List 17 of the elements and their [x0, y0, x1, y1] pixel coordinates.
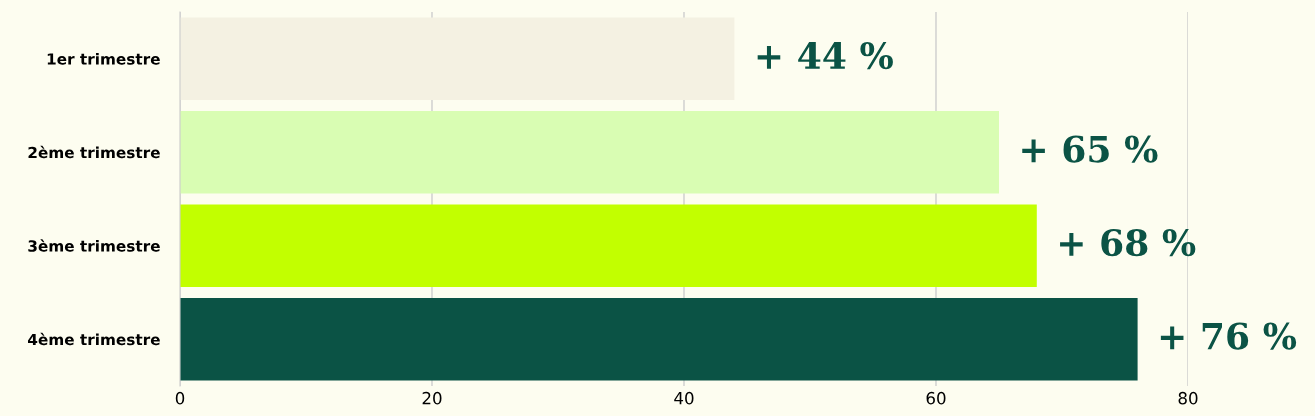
data-label: + 65 % — [1022, 135, 1158, 163]
y-tick-label: 3ème trimestre — [28, 239, 160, 252]
x-tick-label: 40 — [674, 391, 694, 405]
data-label: + 68 % — [1060, 228, 1196, 257]
x-tick-label: 60 — [926, 391, 946, 405]
x-tick-label: 80 — [1178, 391, 1198, 405]
y-tick-label: 4ème trimestre — [28, 332, 160, 346]
bar — [180, 17, 735, 100]
y-tick-label: 1er trimestre — [47, 52, 160, 65]
x-tick-label: 0 — [175, 391, 185, 405]
y-tick-label: 2ème trimestre — [28, 145, 160, 159]
bar — [180, 111, 999, 194]
data-label: + 44 % — [757, 41, 893, 70]
data-label: + 76 % — [1160, 322, 1297, 350]
bar — [180, 204, 1037, 287]
x-tick-label: 20 — [422, 391, 442, 405]
bar — [180, 298, 1138, 381]
